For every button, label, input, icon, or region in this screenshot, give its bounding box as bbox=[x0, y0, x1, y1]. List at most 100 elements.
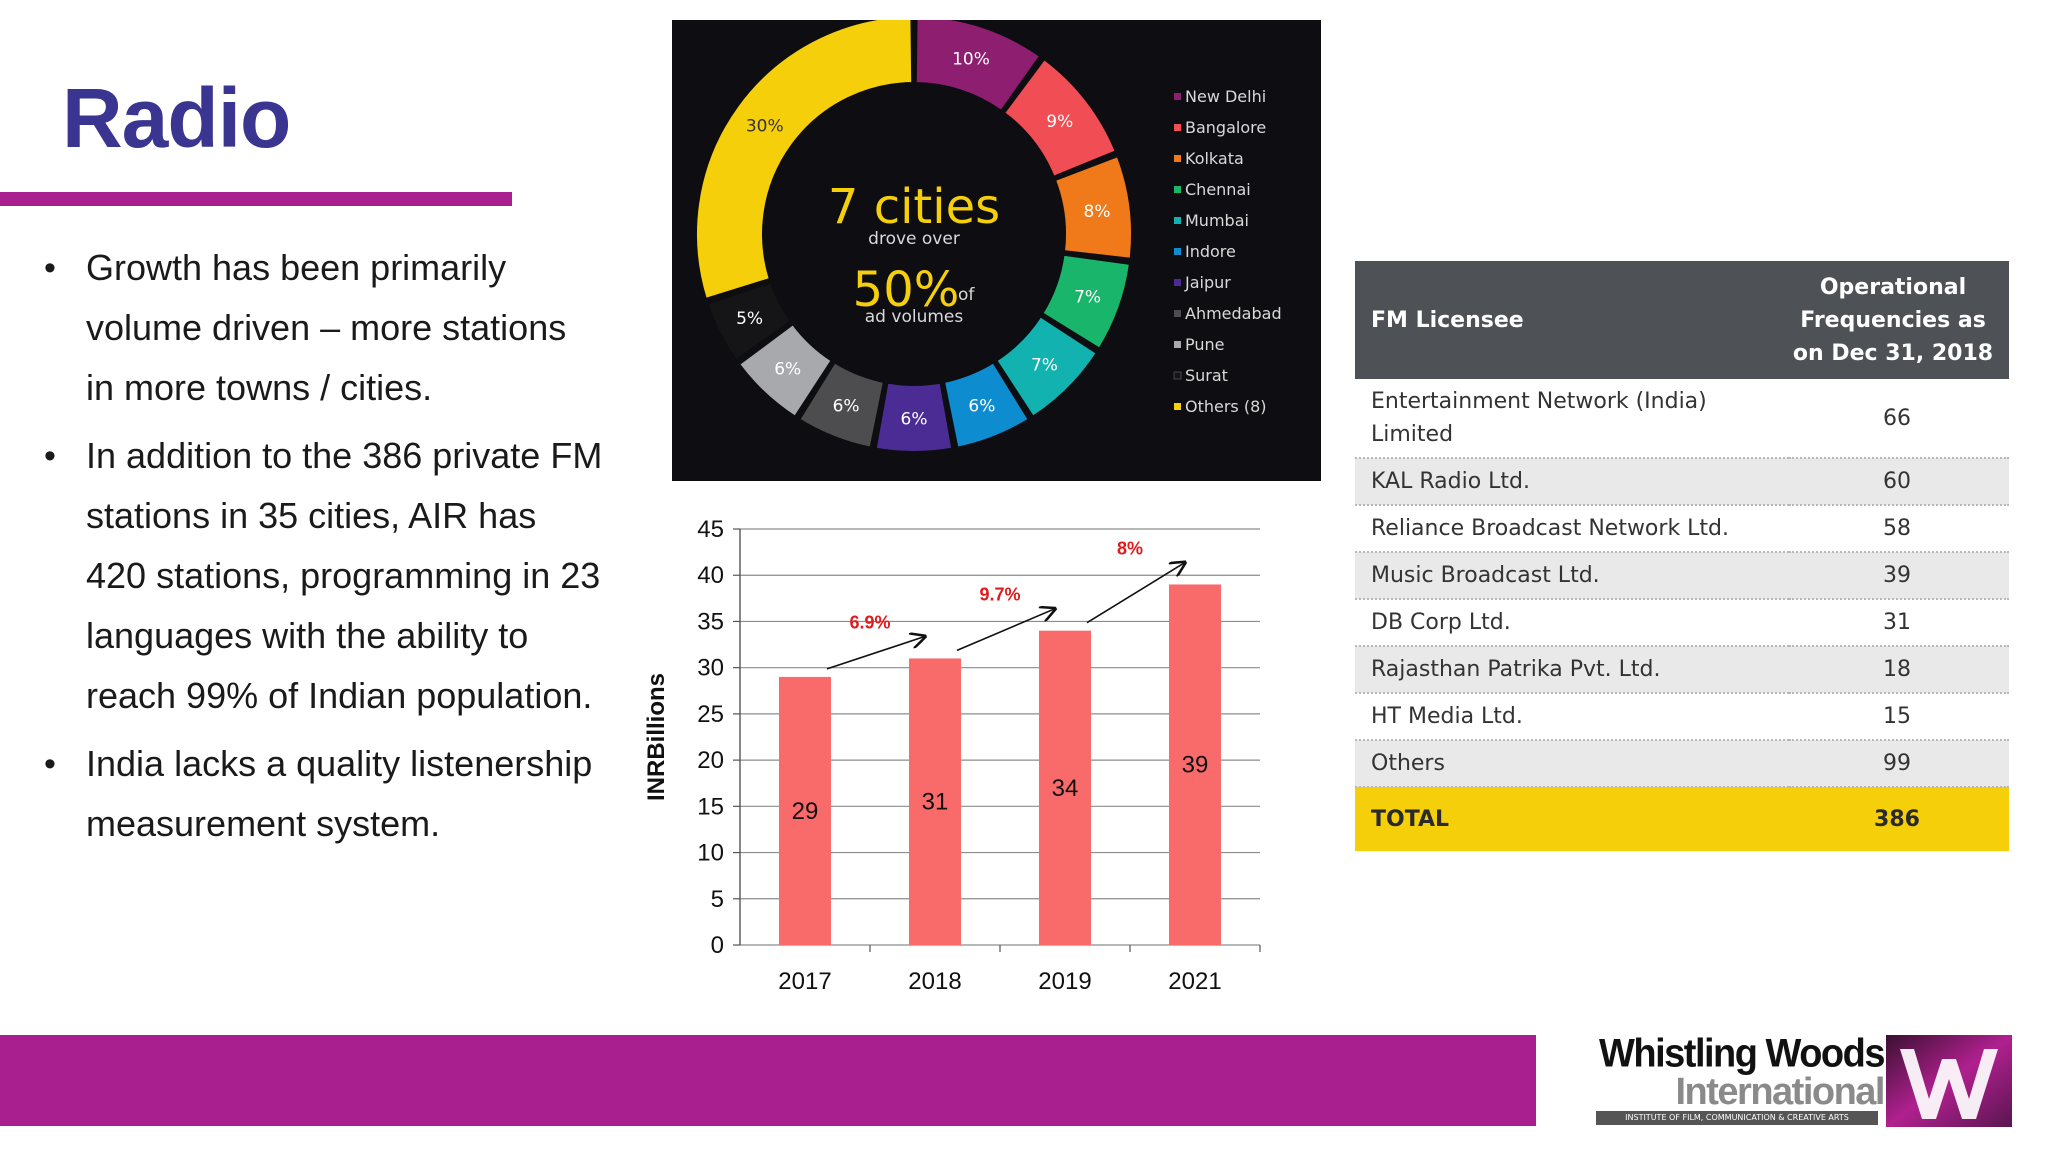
donut-center-line1: 7 cities bbox=[828, 179, 1000, 235]
whistling-woods-logo: Whistling Woods International INSTITUTE … bbox=[1594, 1031, 2014, 1127]
donut-slice bbox=[706, 281, 793, 362]
table-row: Music Broadcast Ltd. 39 bbox=[1355, 552, 2009, 600]
bar-value-label: 31 bbox=[922, 789, 949, 816]
x-tick-label: 2021 bbox=[1168, 968, 1221, 995]
licensee-name: Rajasthan Patrika Pvt. Ltd. bbox=[1355, 646, 1789, 694]
growth-label: 9.7% bbox=[979, 585, 1020, 605]
legend-swatch bbox=[1174, 279, 1181, 286]
legend-entry: Surat bbox=[1185, 366, 1228, 385]
table-row: Entertainment Network (India) Limited 66 bbox=[1355, 379, 2009, 459]
y-tick-label: 40 bbox=[697, 562, 724, 589]
donut-slice-label: 30% bbox=[746, 117, 784, 137]
donut-slice-label: 5% bbox=[736, 309, 763, 329]
donut-slice-label: 7% bbox=[1031, 355, 1058, 375]
licensee-name: HT Media Ltd. bbox=[1355, 693, 1789, 741]
legend-entry: New Delhi bbox=[1185, 87, 1266, 106]
donut-slice-label: 7% bbox=[1074, 287, 1101, 307]
bar bbox=[1169, 584, 1221, 945]
table-row: HT Media Ltd. 15 bbox=[1355, 693, 2009, 741]
footer-accent-bar bbox=[0, 1035, 1536, 1126]
donut-slice-label: 6% bbox=[774, 359, 801, 379]
legend-swatch bbox=[1174, 403, 1181, 410]
licensee-name: Others bbox=[1355, 740, 1789, 788]
donut-slice-label: 6% bbox=[968, 397, 995, 417]
table-header-row: FM Licensee Operational Frequencies as o… bbox=[1355, 261, 2009, 379]
frequency-count: 66 bbox=[1789, 379, 2009, 459]
y-tick-label: 35 bbox=[697, 608, 724, 635]
donut-slice bbox=[1053, 154, 1133, 260]
frequency-count: 58 bbox=[1789, 505, 2009, 553]
donut-slice bbox=[695, 20, 914, 301]
donut-slice-label: 6% bbox=[833, 397, 860, 417]
donut-slice-label: 10% bbox=[952, 50, 990, 70]
donut-slice-label: 8% bbox=[1084, 202, 1111, 222]
licensee-name: Music Broadcast Ltd. bbox=[1355, 552, 1789, 600]
frequency-count: 99 bbox=[1789, 740, 2009, 788]
y-tick-label: 15 bbox=[697, 793, 724, 820]
page-title: Radio bbox=[62, 71, 291, 165]
bar-value-label: 39 bbox=[1182, 752, 1209, 779]
bar-chart-panel: 0 5 10 15 20 25 30 35 40 45 29 2017 31 2018 34 2019 39 2… bbox=[640, 505, 1280, 1005]
header-operational-frequencies: Operational Frequencies as on Dec 31, 20… bbox=[1792, 274, 1994, 366]
y-axis-label: INRBillions bbox=[643, 673, 670, 801]
frequency-count: 15 bbox=[1789, 693, 2009, 741]
y-tick-label: 25 bbox=[697, 701, 724, 728]
licensee-name: DB Corp Ltd. bbox=[1355, 599, 1789, 647]
legend-entry: Others (8) bbox=[1185, 397, 1267, 416]
bullet-item: Growth has been primarily volume driven … bbox=[44, 238, 604, 418]
y-tick-label: 0 bbox=[711, 932, 724, 959]
bar bbox=[779, 676, 831, 945]
legend-entry: Indore bbox=[1185, 242, 1236, 261]
y-tick-label: 20 bbox=[697, 747, 724, 774]
donut-slice bbox=[1002, 57, 1118, 179]
growth-arrow bbox=[956, 609, 1055, 652]
table-row: DB Corp Ltd. 31 bbox=[1355, 599, 2009, 647]
table-row: KAL Radio Ltd. 60 bbox=[1355, 458, 2009, 506]
legend-swatch bbox=[1174, 341, 1181, 348]
logo-line1: Whistling Woods bbox=[1599, 1031, 1885, 1077]
legend-entry: Kolkata bbox=[1185, 149, 1244, 168]
donut-center-line3: ad volumes bbox=[865, 307, 964, 327]
legend-swatch bbox=[1174, 310, 1181, 317]
donut-slice-label: 6% bbox=[901, 410, 928, 430]
growth-label: 8% bbox=[1117, 538, 1143, 558]
growth-label: 6.9% bbox=[849, 612, 890, 632]
table-row: Rajasthan Patrika Pvt. Ltd. 18 bbox=[1355, 646, 2009, 694]
table-row: Others 99 bbox=[1355, 740, 2009, 788]
legend-entry: Bangalore bbox=[1185, 118, 1266, 137]
licensee-name: Entertainment Network (India) Limited bbox=[1355, 379, 1789, 459]
donut-slice bbox=[995, 315, 1099, 419]
legend-entry: Chennai bbox=[1185, 180, 1251, 199]
y-tick-label: 10 bbox=[697, 840, 724, 867]
donut-slice bbox=[914, 20, 1042, 113]
donut-slice-label: 9% bbox=[1046, 112, 1073, 132]
title-underline bbox=[0, 192, 512, 206]
legend-entry: Jaipur bbox=[1184, 273, 1231, 292]
bar-value-label: 34 bbox=[1052, 775, 1079, 802]
table-total-row: TOTAL 386 bbox=[1355, 787, 2009, 851]
frequency-count: 60 bbox=[1789, 458, 2009, 506]
legend-swatch bbox=[1174, 217, 1181, 224]
y-tick-label: 30 bbox=[697, 655, 724, 682]
y-tick-label: 45 bbox=[697, 516, 724, 543]
legend-entry: Pune bbox=[1185, 335, 1225, 354]
donut-slice bbox=[874, 381, 954, 453]
bullet-list: Growth has been primarily volume driven … bbox=[44, 238, 604, 862]
donut-slice bbox=[737, 322, 833, 419]
x-tick-label: 2017 bbox=[778, 968, 831, 995]
donut-center-small: of bbox=[958, 285, 975, 305]
x-tick-label: 2019 bbox=[1038, 968, 1091, 995]
donut-chart: 10% 9% 8% 7% 7% 6% 6% 6% 6% 5% 30% New Delhi Bangal… bbox=[695, 20, 1282, 453]
donut-chart-panel: 10% 9% 8% 7% 7% 6% 6% 6% 6% 5% 30% New Delhi Bangal… bbox=[672, 20, 1321, 481]
bar-value-label: 29 bbox=[792, 798, 819, 825]
legend-swatch bbox=[1174, 186, 1181, 193]
table-row: Reliance Broadcast Network Ltd. 58 bbox=[1355, 505, 2009, 553]
total-label: TOTAL bbox=[1355, 787, 1789, 851]
frequency-count: 31 bbox=[1789, 599, 2009, 647]
frequency-count: 18 bbox=[1789, 646, 2009, 694]
frequency-count: 39 bbox=[1789, 552, 2009, 600]
x-tick-label: 2018 bbox=[908, 968, 961, 995]
bar bbox=[1039, 630, 1091, 945]
donut-center-line2: drove over bbox=[868, 229, 960, 249]
donut-slice bbox=[1041, 253, 1132, 350]
